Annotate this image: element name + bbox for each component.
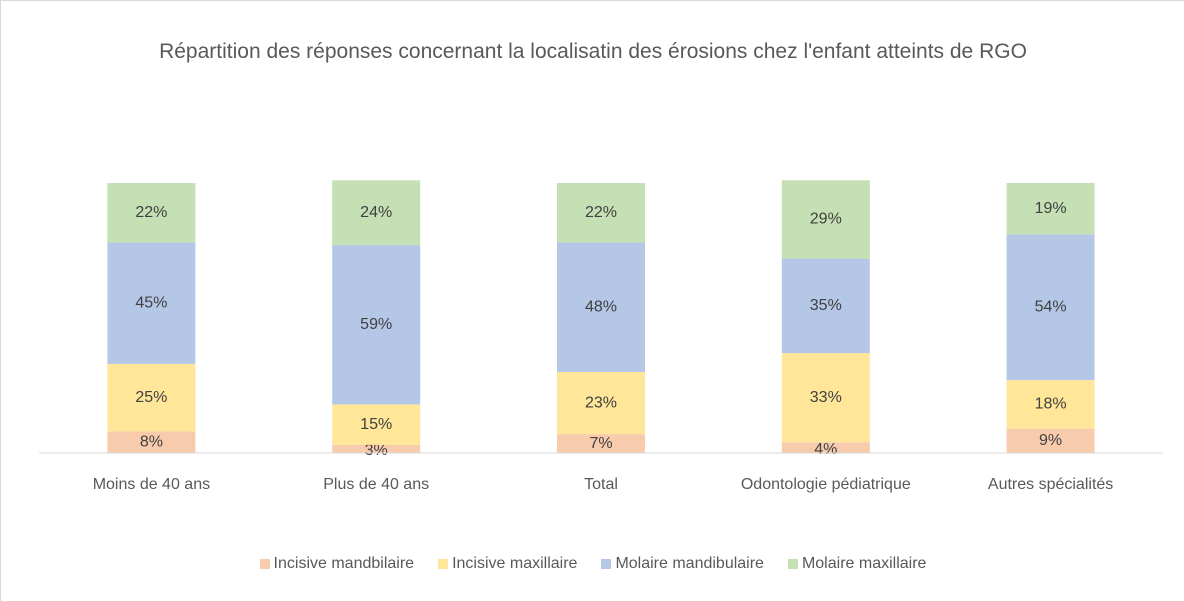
data-label: 9% <box>1039 432 1062 449</box>
data-label: 54% <box>1035 298 1067 315</box>
legend-swatch <box>601 559 612 569</box>
data-label: 18% <box>1035 396 1067 413</box>
legend-swatch <box>787 559 798 569</box>
bar-segment <box>557 242 645 372</box>
bar-segment <box>107 183 196 243</box>
bar-segment <box>781 353 870 443</box>
data-label: 35% <box>810 297 842 314</box>
x-tick-label: Moins de 40 ans <box>92 476 211 493</box>
bar-segment <box>781 442 870 453</box>
data-label: 19% <box>1035 200 1067 217</box>
data-label: 8% <box>140 433 163 450</box>
legend-label: Molaire maxillaire <box>801 555 927 572</box>
legend-item: Molaire mandibulaire <box>601 555 764 573</box>
legend-label: Incisive mandbilaire <box>273 555 415 572</box>
legend: Incisive mandbilaire Incisive maxillaire M… <box>1 555 1184 573</box>
bar-segment <box>781 258 870 354</box>
bar-segment <box>107 363 196 432</box>
data-label: 24% <box>360 204 392 221</box>
legend-item: Molaire maxillaire <box>787 555 927 573</box>
legend-swatch <box>438 559 449 569</box>
bar-segment <box>557 183 645 243</box>
bar-segment <box>1006 183 1095 235</box>
data-label: 25% <box>135 389 167 406</box>
data-label: 33% <box>810 389 842 406</box>
data-label: 22% <box>585 204 617 221</box>
data-label: 29% <box>810 211 842 228</box>
bar-segment <box>1006 380 1095 429</box>
data-label: 7% <box>589 435 612 452</box>
bar-segment <box>332 180 421 246</box>
data-label: 23% <box>585 394 617 411</box>
bar-segment <box>557 434 645 453</box>
x-tick-label: Autres spécialités <box>987 476 1114 493</box>
bar-segment <box>557 372 645 435</box>
x-tick-label: Total <box>584 476 618 493</box>
x-tick-label: Odontologie pédiatrique <box>740 476 911 493</box>
bar-segment <box>107 242 196 364</box>
chart-title: Répartition des réponses concernant la l… <box>159 40 1027 63</box>
bar-segment <box>332 245 421 405</box>
legend-label: Incisive maxillaire <box>452 555 578 572</box>
bar-segment <box>332 404 421 445</box>
data-label: 48% <box>585 298 617 315</box>
data-label: 22% <box>135 204 167 221</box>
data-label: 45% <box>135 294 167 311</box>
data-label: 3% <box>365 442 388 459</box>
data-label: 15% <box>360 416 392 433</box>
bar-segment <box>107 431 196 453</box>
legend-label: Molaire mandibulaire <box>615 555 764 572</box>
bar-segment <box>1006 428 1095 453</box>
data-label: 4% <box>814 441 837 458</box>
legend-item: Incisive maxillaire <box>438 555 577 573</box>
bar-segment <box>332 444 421 453</box>
bar-segment <box>1006 234 1095 381</box>
x-tick-label: Plus de 40 ans <box>323 476 430 493</box>
bar-segment <box>781 180 870 259</box>
legend-item: Incisive mandbilaire <box>259 555 415 573</box>
data-label: 59% <box>360 316 392 333</box>
legend-swatch <box>259 559 270 569</box>
